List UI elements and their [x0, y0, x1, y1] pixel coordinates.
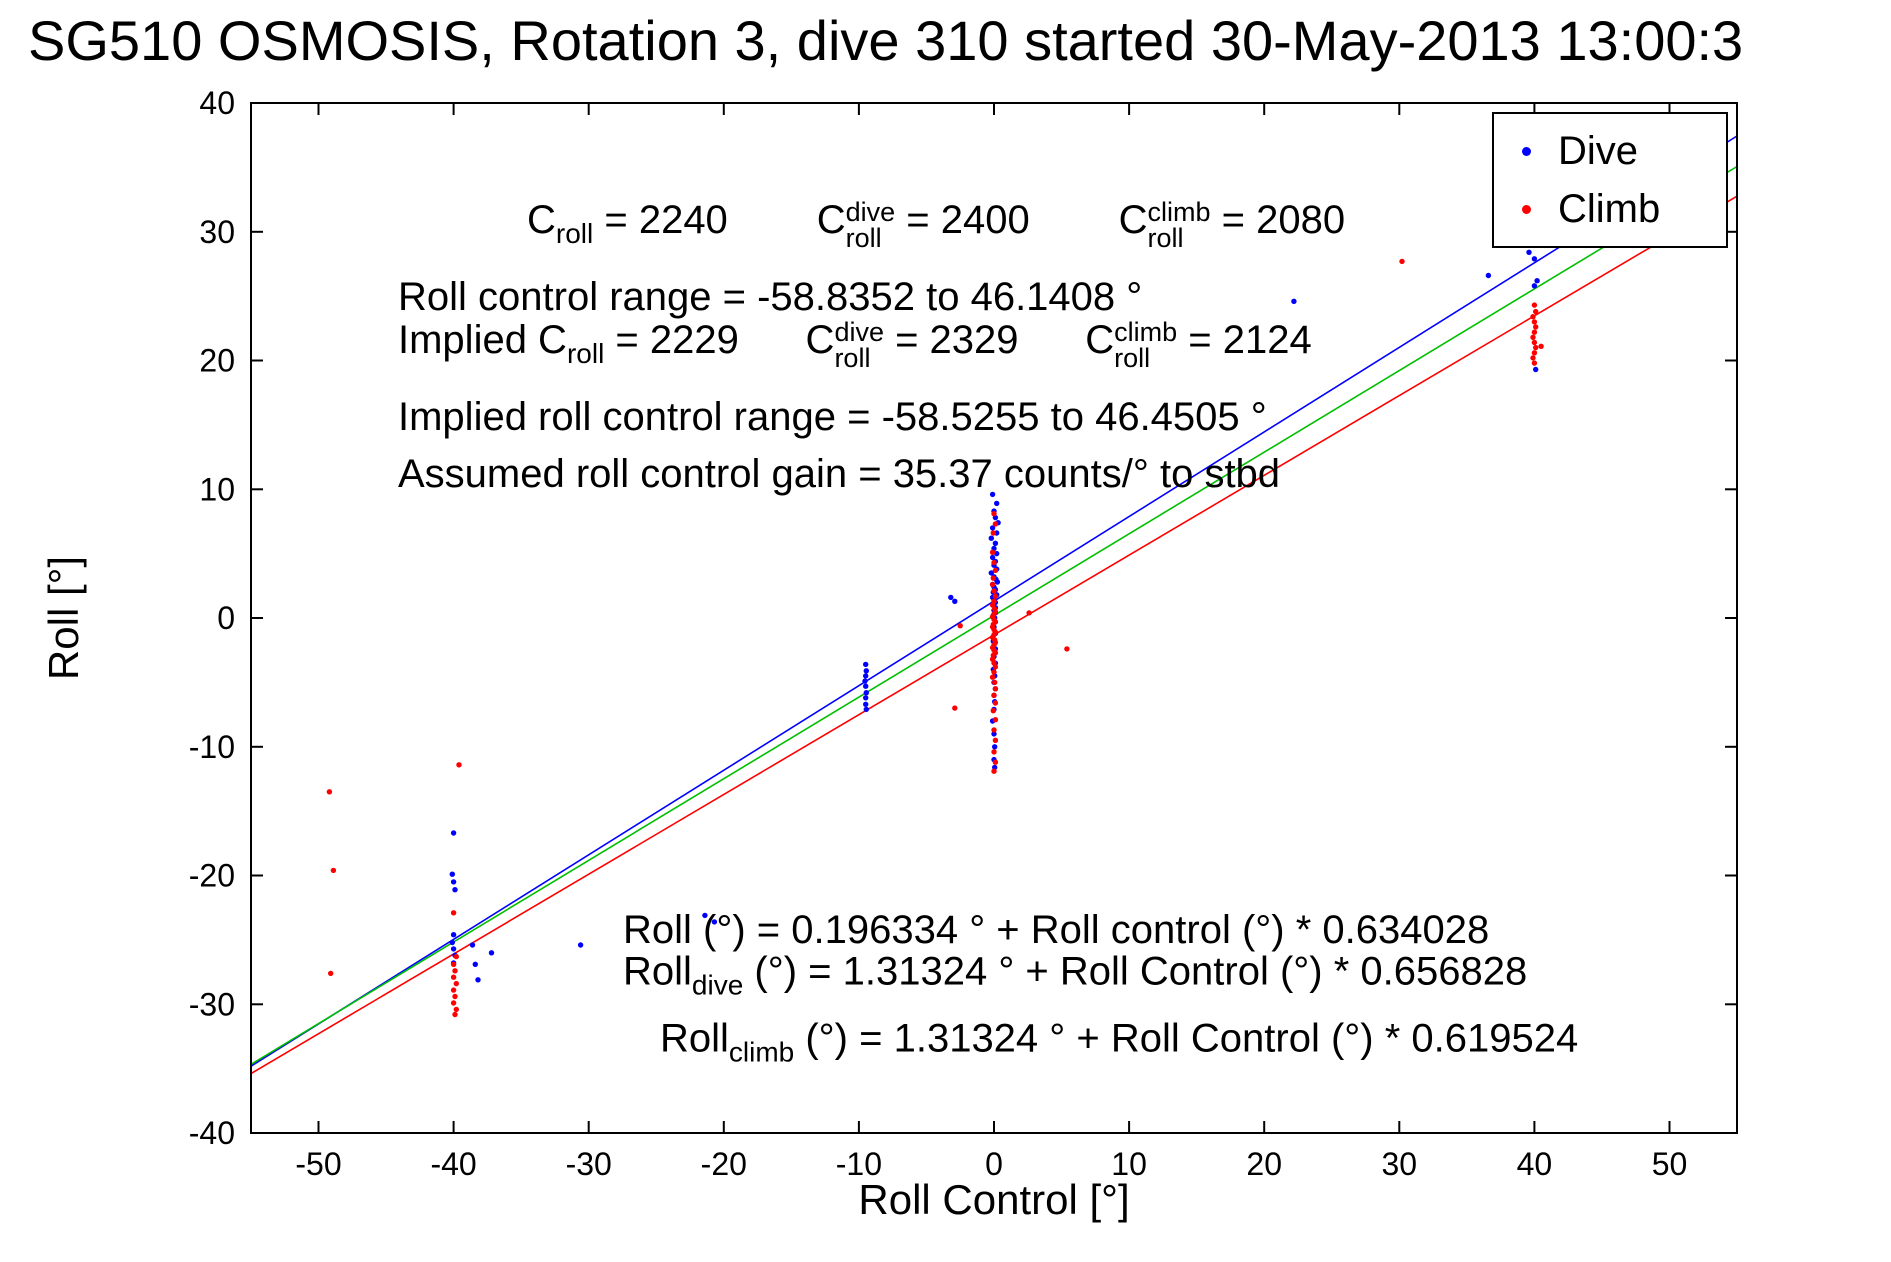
svg-text:30: 30 — [1382, 1146, 1418, 1182]
axis-tick-labels: -50 -40 -30 -20 -10 0 10 20 30 40 50 -40 -30 -20 -10 0 1… — [189, 85, 1688, 1182]
climb-scatter — [326, 258, 1544, 1018]
legend-entry-climb: Climb — [1494, 180, 1726, 238]
svg-text:10: 10 — [199, 471, 235, 507]
legend: Dive Climb — [1492, 112, 1728, 248]
svg-text:50: 50 — [1652, 1146, 1688, 1182]
svg-text:20: 20 — [1246, 1146, 1282, 1182]
legend-label-climb: Climb — [1558, 186, 1661, 231]
svg-text:-20: -20 — [701, 1146, 747, 1182]
climb-marker-icon — [1494, 204, 1558, 214]
svg-text:-30: -30 — [189, 986, 235, 1022]
svg-text:-30: -30 — [566, 1146, 612, 1182]
svg-text:10: 10 — [1111, 1146, 1147, 1182]
svg-text:-10: -10 — [189, 729, 235, 765]
x-axis-label: Roll Control [°] — [858, 1176, 1130, 1223]
svg-text:40: 40 — [1517, 1146, 1553, 1182]
svg-text:30: 30 — [199, 214, 235, 250]
svg-text:0: 0 — [217, 600, 235, 636]
svg-text:0: 0 — [985, 1146, 1003, 1182]
legend-label-dive: Dive — [1558, 128, 1639, 173]
svg-text:-20: -20 — [189, 858, 235, 894]
svg-text:20: 20 — [199, 343, 235, 379]
svg-text:-10: -10 — [836, 1146, 882, 1182]
legend-entry-dive: Dive — [1494, 122, 1726, 180]
axes-box — [250, 102, 1738, 1134]
y-axis-label: Roll [°] — [40, 555, 87, 681]
chart-title: SG510 OSMOSIS, Rotation 3, dive 310 star… — [28, 9, 1744, 72]
svg-text:-50: -50 — [295, 1146, 341, 1182]
svg-text:-40: -40 — [189, 1115, 235, 1151]
svg-text:40: 40 — [199, 85, 235, 121]
svg-text:-40: -40 — [430, 1146, 476, 1182]
dive-marker-icon — [1494, 146, 1558, 156]
